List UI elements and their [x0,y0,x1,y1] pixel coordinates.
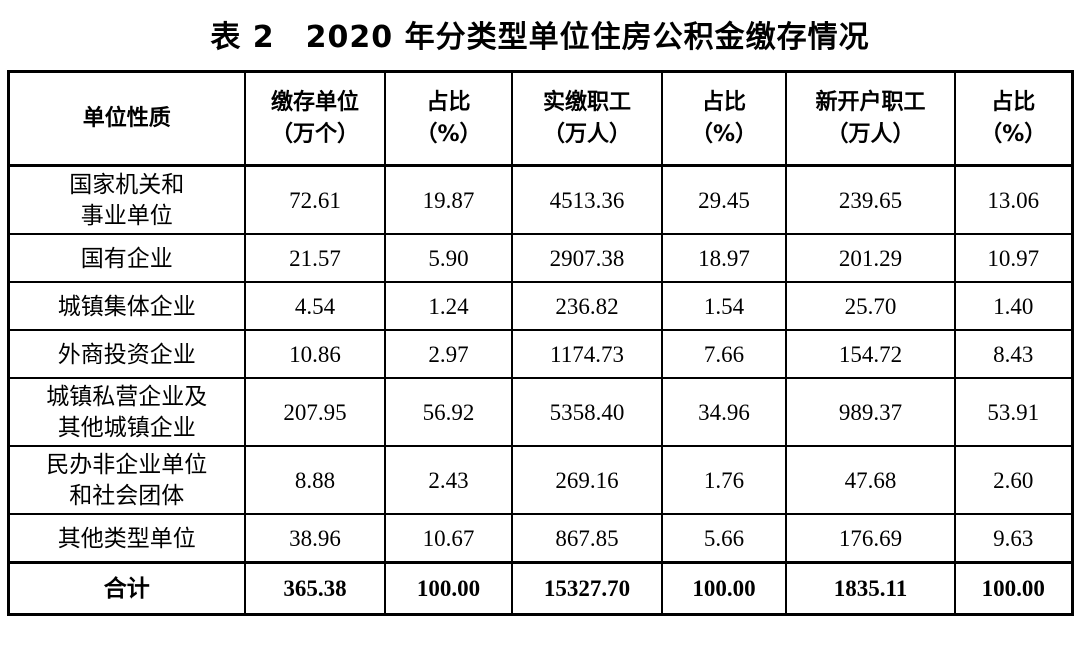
table-cell: 236.82 [511,281,663,332]
col-header-line: （%） [980,121,1047,147]
table-cell: 21.57 [244,233,386,284]
unit-type-line: 和社会团体 [69,483,185,509]
col-header-new-account-employees: 新开户职工 （万人） [785,70,956,167]
table-cell: 269.16 [511,445,663,516]
table-title: 表 2 2020 年分类型单位住房公积金缴存情况 [210,20,870,55]
table-row: 外商投资企业 10.86 2.97 1174.73 7.66 154.72 8.… [7,329,1073,380]
table-cell: 5358.40 [511,377,663,448]
unit-type-cell: 城镇私营企业及 其他城镇企业 [7,377,246,448]
table-cell: 25.70 [785,281,956,332]
unit-type-line: 城镇私营企业及 [46,384,208,410]
table-cell: 1.54 [661,281,787,332]
col-header-line: （万人） [542,121,631,147]
col-header-line: 新开户职工 [815,89,926,115]
col-header-line: 占比 [991,89,1036,115]
table-cell: 1174.73 [511,329,663,380]
hpf-deposit-table: 单位性质 缴存单位 （万个） 占比 （%） 实缴职工 （万人） 占比 （% [6,70,1074,616]
col-header-line: （万人） [826,121,915,147]
table-cell: 4.54 [244,281,386,332]
table-cell: 8.43 [954,329,1073,380]
table-cell: 1.40 [954,281,1073,332]
col-header-line: 缴存单位 [270,89,359,115]
table-cell: 15327.70 [511,560,663,616]
table-row: 其他类型单位 38.96 10.67 867.85 5.66 176.69 9.… [7,513,1073,564]
col-header-line: （%） [690,121,758,147]
unit-type-line: 其他城镇企业 [57,415,196,441]
unit-type-line: 国家机关和 [69,172,185,197]
table-cell: 201.29 [785,233,956,284]
table-cell: 10.97 [954,233,1073,284]
total-row: 合计 365.38 100.00 15327.70 100.00 1835.11… [7,560,1073,616]
table-cell: 365.38 [244,560,386,616]
col-header-line: 占比 [426,89,471,115]
table-row: 国家机关和 事业单位 72.61 19.87 4513.36 29.45 239… [7,164,1073,236]
table-cell: 53.91 [954,377,1073,448]
table-cell: 867.85 [511,513,663,564]
col-header-line: （%） [415,121,482,147]
table-row: 国有企业 21.57 5.90 2907.38 18.97 201.29 10.… [7,233,1073,284]
unit-type-line: 事业单位 [80,203,173,229]
table-cell: 34.96 [661,377,787,448]
table-cell: 19.87 [384,164,513,236]
table-cell: 1835.11 [785,560,956,616]
table-cell: 72.61 [244,164,386,236]
table-cell: 2907.38 [511,233,663,284]
unit-type-cell: 民办非企业单位 和社会团体 [7,445,246,516]
table-cell: 100.00 [954,560,1073,616]
unit-type-line: 民办非企业单位 [46,452,208,478]
col-header-line: 实缴职工 [542,89,631,115]
table-cell: 56.92 [384,377,513,448]
unit-type-cell: 其他类型单位 [7,513,246,564]
table-row: 民办非企业单位 和社会团体 8.88 2.43 269.16 1.76 47.6… [7,445,1073,516]
col-header-deposit-units: 缴存单位 （万个） [244,70,386,167]
table-cell: 100.00 [384,560,513,616]
unit-type-line: 国有企业 [80,245,173,271]
table-cell: 5.90 [384,233,513,284]
table-cell: 2.43 [384,445,513,516]
table-cell: 989.37 [785,377,956,448]
table-cell: 38.96 [244,513,386,564]
unit-type-cell: 国有企业 [7,233,246,284]
unit-type-cell: 外商投资企业 [7,329,246,380]
unit-type-cell: 国家机关和 事业单位 [7,164,246,236]
table-cell: 13.06 [954,164,1073,236]
table-cell: 10.86 [244,329,386,380]
table-cell: 176.69 [785,513,956,564]
table-cell: 2.60 [954,445,1073,516]
table-row: 城镇集体企业 4.54 1.24 236.82 1.54 25.70 1.40 [7,281,1073,332]
unit-type-line: 其他类型单位 [57,525,196,551]
table-cell: 239.65 [785,164,956,236]
col-header-paying-employees: 实缴职工 （万人） [511,70,663,167]
col-header-employees-share: 占比 （%） [661,70,787,167]
table-cell: 7.66 [661,329,787,380]
table-cell: 2.97 [384,329,513,380]
col-header-line: 占比 [701,89,746,115]
table-cell: 154.72 [785,329,956,380]
table-cell: 47.68 [785,445,956,516]
table-cell: 4513.36 [511,164,663,236]
table-cell: 18.97 [661,233,787,284]
col-header-units-share: 占比 （%） [384,70,513,167]
col-header-line: （万个） [270,121,359,147]
table-cell: 1.24 [384,281,513,332]
table-cell: 10.67 [384,513,513,564]
unit-type-line: 合计 [103,575,150,601]
unit-type-cell: 合计 [7,560,246,616]
table-row: 城镇私营企业及 其他城镇企业 207.95 56.92 5358.40 34.9… [7,377,1073,448]
table-cell: 8.88 [244,445,386,516]
unit-type-cell: 城镇集体企业 [7,281,246,332]
col-header-unit-type: 单位性质 [7,70,246,167]
table-cell: 1.76 [661,445,787,516]
header-row: 单位性质 缴存单位 （万个） 占比 （%） 实缴职工 （万人） 占比 （% [7,70,1073,167]
unit-type-line: 城镇集体企业 [57,293,196,319]
unit-type-line: 外商投资企业 [57,341,196,367]
table-cell: 5.66 [661,513,787,564]
table-cell: 29.45 [661,164,787,236]
table-cell: 207.95 [244,377,386,448]
col-header-line: 单位性质 [82,105,171,131]
col-header-new-share: 占比 （%） [954,70,1073,167]
table-cell: 9.63 [954,513,1073,564]
table-cell: 100.00 [661,560,787,616]
